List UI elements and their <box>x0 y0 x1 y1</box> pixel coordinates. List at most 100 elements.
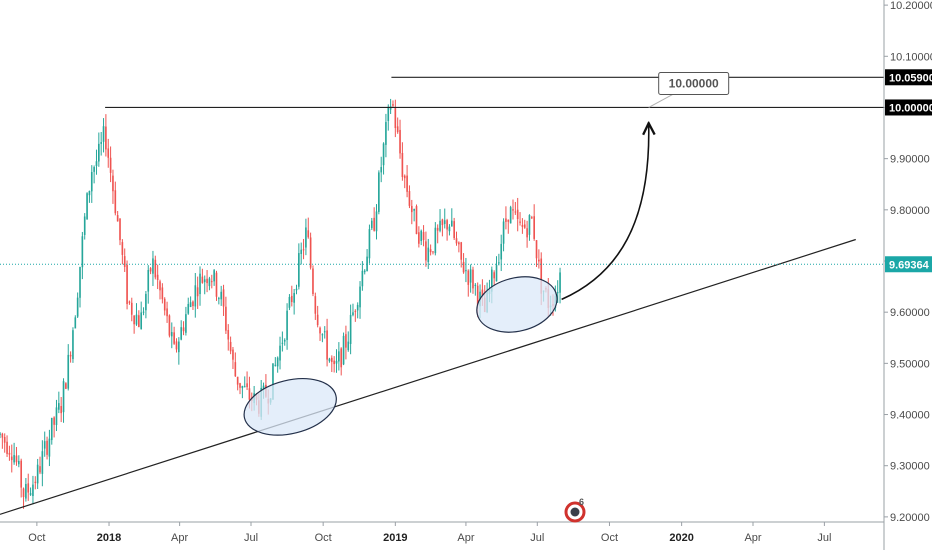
candle-body <box>88 190 91 196</box>
candle-body <box>175 341 178 350</box>
candle <box>100 132 103 156</box>
candle-body <box>387 106 390 121</box>
current-price-tag: 9.69364 <box>885 256 932 273</box>
highlight-ellipse[interactable] <box>238 370 342 444</box>
candle <box>126 260 128 310</box>
candle <box>208 276 211 291</box>
candle <box>86 192 88 220</box>
time-tick-label: Oct <box>601 532 618 544</box>
candle <box>213 268 215 286</box>
candle-body <box>65 383 67 389</box>
candle <box>502 218 505 252</box>
candle-body <box>380 166 383 173</box>
candle-body <box>236 376 239 385</box>
candle <box>53 416 55 438</box>
candle-body <box>229 341 232 352</box>
candle <box>378 170 380 215</box>
candle-body <box>46 440 48 455</box>
candle <box>413 208 415 222</box>
candle-body <box>535 240 538 259</box>
candle <box>27 473 30 501</box>
candle-body <box>276 357 279 367</box>
candle-body <box>413 209 415 211</box>
candle <box>60 396 63 423</box>
candle-body <box>208 278 211 287</box>
candle <box>349 304 352 355</box>
candle <box>236 376 239 391</box>
candle-body <box>241 385 244 389</box>
candle <box>319 326 321 341</box>
time-axis[interactable]: Oct 2018 Apr Jul Oct 2019 Apr Jul Oct 2020 Apr Jul <box>0 521 884 544</box>
candle-body <box>279 345 281 361</box>
candle <box>427 238 430 269</box>
candle-body <box>53 417 55 425</box>
candle <box>448 224 451 236</box>
candle-body <box>288 296 291 308</box>
highlight-ellipse[interactable] <box>471 269 563 340</box>
candle <box>288 294 291 311</box>
candle <box>194 273 197 318</box>
candle-body <box>138 315 140 327</box>
candle-body <box>18 460 20 465</box>
price-tick-label: 10.20000 <box>890 0 932 12</box>
candle <box>215 270 218 301</box>
candle-body <box>382 143 385 166</box>
candle <box>18 455 20 468</box>
drawing-overlay[interactable]: 10.00000 <box>0 71 884 515</box>
candle <box>359 281 361 319</box>
candle <box>62 378 65 423</box>
candle <box>178 337 180 365</box>
candle-body <box>446 220 448 230</box>
candle <box>373 207 375 232</box>
candle <box>170 322 173 349</box>
candle <box>232 346 234 370</box>
candle-body <box>519 221 521 223</box>
candle-body <box>119 218 121 241</box>
candle <box>39 456 41 475</box>
candle <box>163 297 166 316</box>
candle-body <box>443 220 446 224</box>
candle-body <box>105 126 107 150</box>
candle-body <box>142 311 145 313</box>
candle-body <box>218 298 220 300</box>
time-tick-label: Jul <box>530 532 544 544</box>
candle <box>142 307 145 316</box>
candle-body <box>123 256 126 267</box>
price-axis[interactable]: 10.20000 10.10000 10.00000 9.90000 9.80000 9.… <box>883 0 932 550</box>
candle <box>309 232 312 270</box>
candle-body <box>239 383 241 388</box>
candle <box>43 431 46 457</box>
price-label-text: 10.05900 <box>889 72 932 84</box>
candle-body <box>436 227 439 231</box>
price-tick-label: 9.50000 <box>890 358 930 370</box>
candle-body <box>455 238 458 244</box>
candle-body <box>432 251 434 253</box>
candle <box>234 352 237 377</box>
candle <box>370 217 373 231</box>
callout-box[interactable] <box>658 71 730 95</box>
candle-body <box>474 284 477 287</box>
watermark-badge: 6 <box>579 497 584 507</box>
candle-body <box>83 216 86 235</box>
candle <box>401 142 404 181</box>
candle <box>88 190 91 203</box>
candle-body <box>420 230 423 241</box>
candle <box>128 300 131 305</box>
price-label-tag: 10.00000 <box>885 99 932 116</box>
candle-body <box>319 327 321 334</box>
candle-body <box>98 143 100 162</box>
candle-body <box>234 362 237 377</box>
candle <box>147 265 150 304</box>
candle-body <box>227 329 230 340</box>
candle-body <box>29 493 32 495</box>
candle-body <box>149 268 152 272</box>
ascending-trendline[interactable] <box>0 238 856 515</box>
candle-body <box>406 175 408 192</box>
candle-body <box>415 206 418 235</box>
projection-arrow[interactable] <box>561 125 649 301</box>
callout-pointer <box>648 94 673 108</box>
candle-body <box>418 232 420 244</box>
candle <box>342 332 345 366</box>
candle <box>521 218 524 234</box>
